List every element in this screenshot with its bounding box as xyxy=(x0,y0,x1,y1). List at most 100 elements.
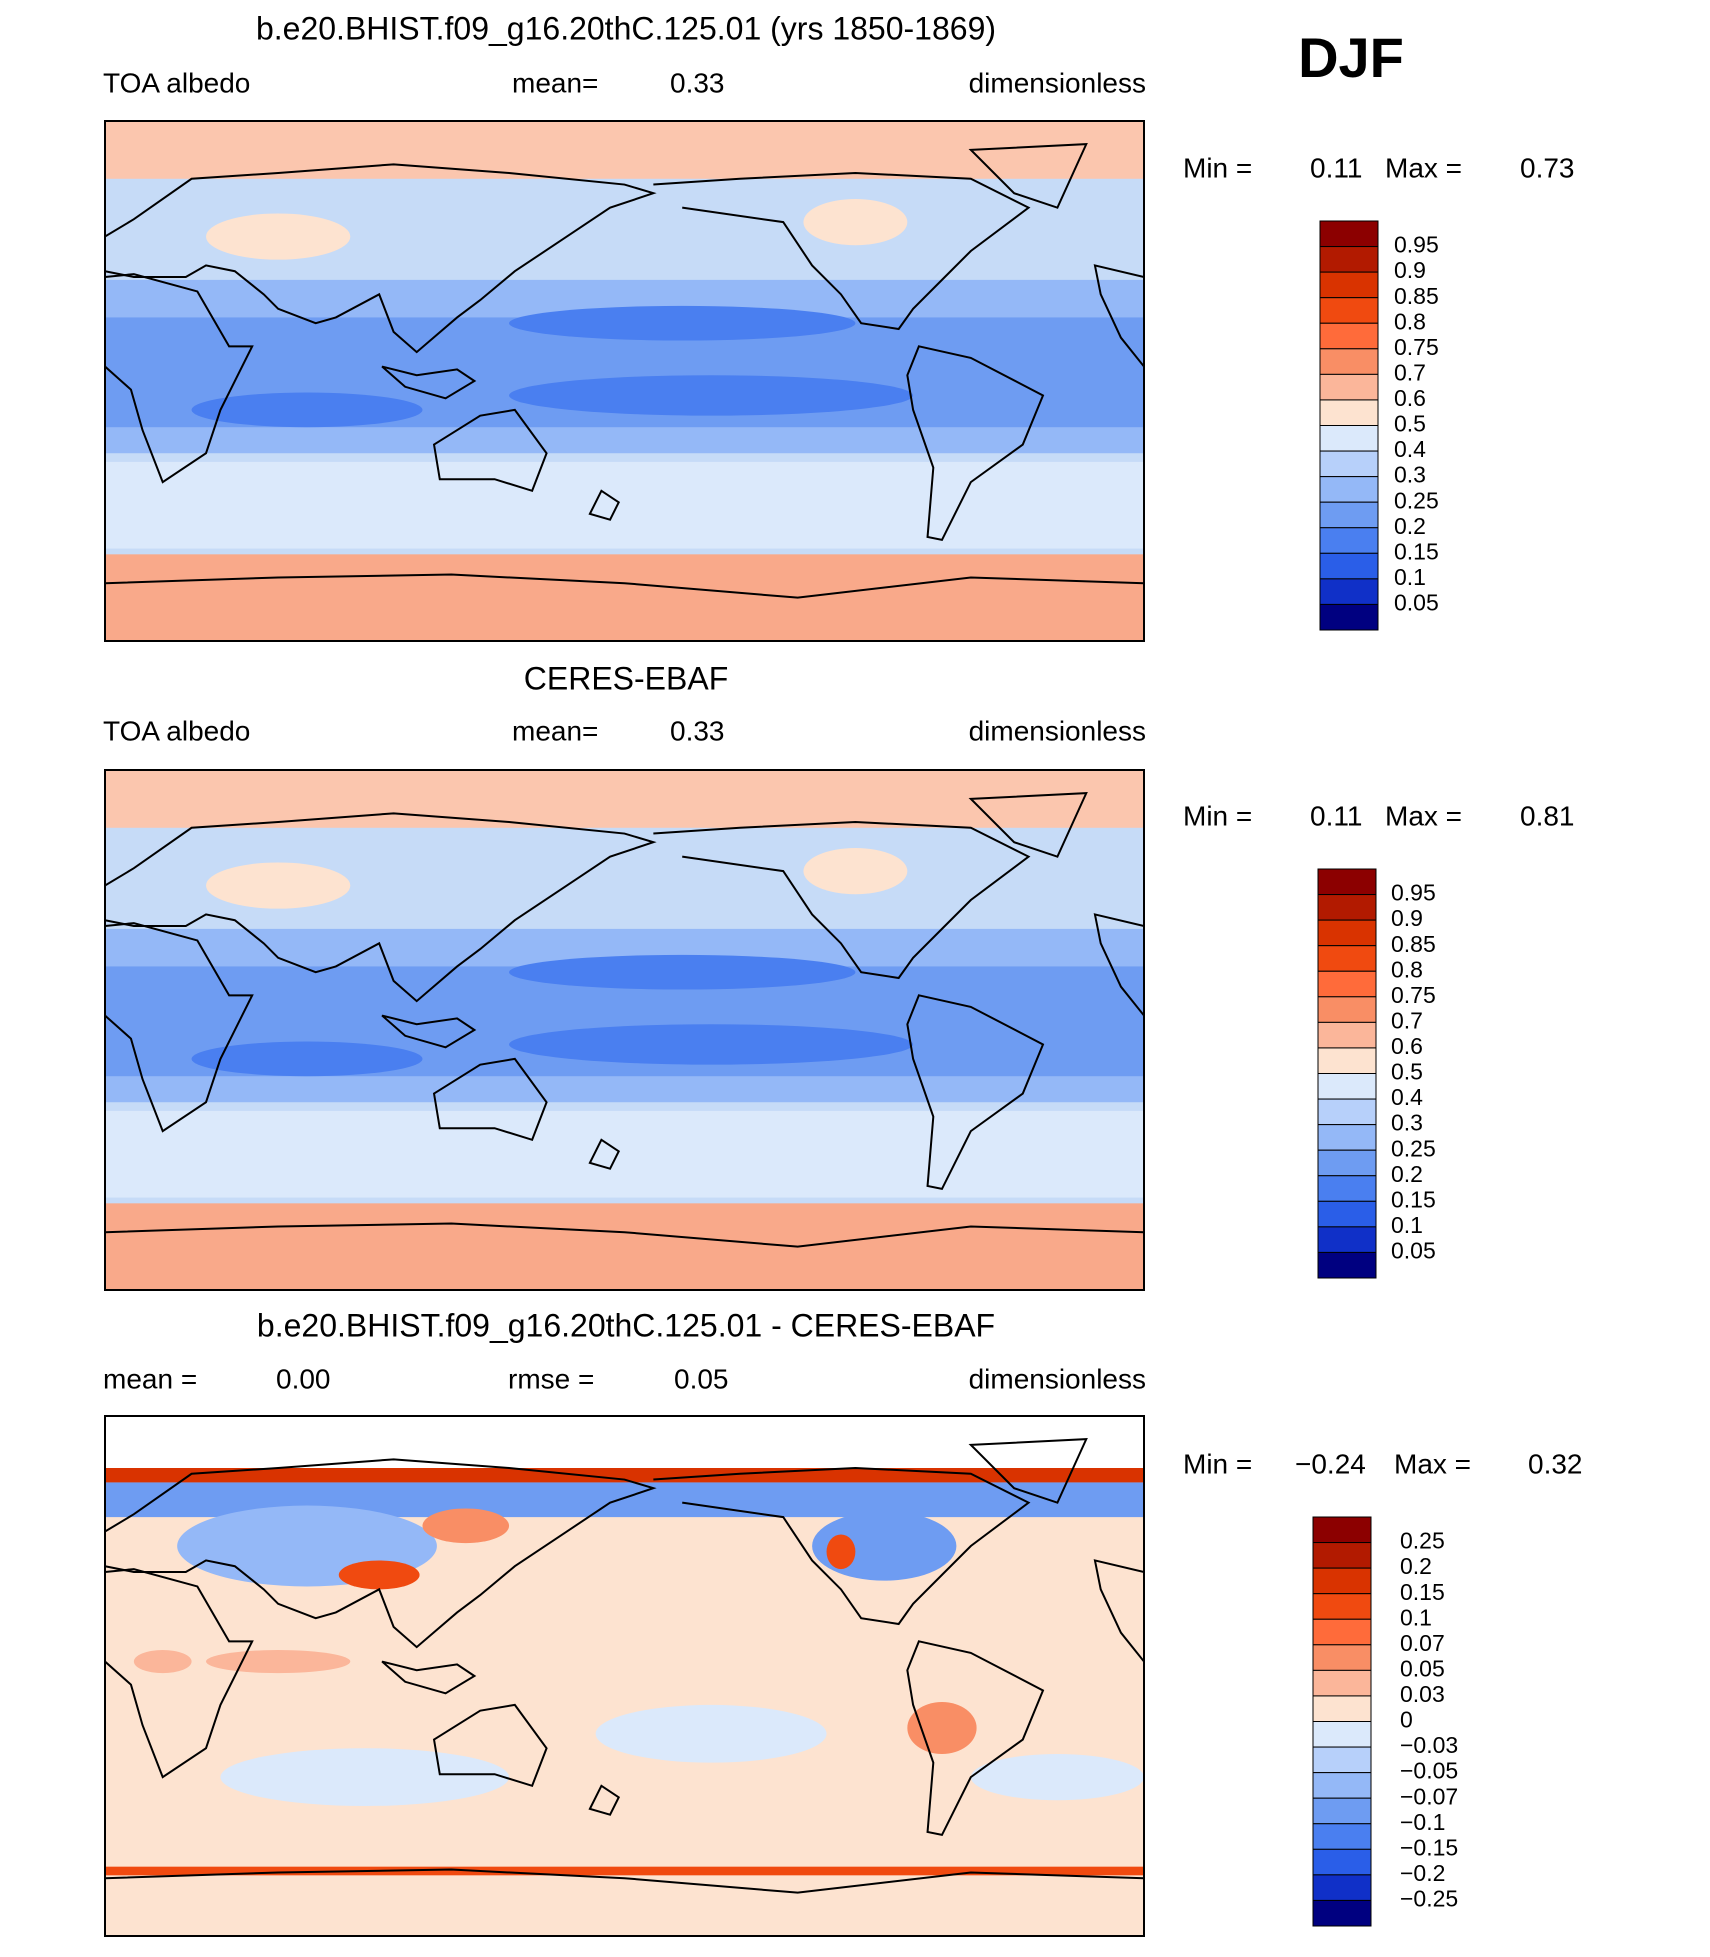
min: −0.24 xyxy=(1295,1448,1366,1479)
map xyxy=(105,121,1144,641)
colorbar-box xyxy=(1319,603,1379,631)
colorbar-box xyxy=(1319,450,1379,478)
min: 0.11 xyxy=(1310,800,1362,831)
colorbar-label: 0.95 xyxy=(1394,232,1439,258)
colorbar-label: 0.6 xyxy=(1391,1033,1423,1059)
mean: 0.33 xyxy=(670,67,725,98)
colorbar-label: −0.07 xyxy=(1400,1783,1458,1809)
colorbar-box xyxy=(1312,1542,1372,1569)
colorbar-label: 0.8 xyxy=(1394,308,1426,334)
colorbar-box xyxy=(1319,476,1379,503)
colorbar-label: 0.4 xyxy=(1391,1084,1423,1110)
colorbar-box xyxy=(1317,1251,1377,1279)
colorbar-box xyxy=(1317,1021,1377,1049)
colorbar-label: 0.7 xyxy=(1394,359,1426,385)
colorbar-label: 0.7 xyxy=(1391,1007,1423,1033)
max-label: Max = xyxy=(1394,1448,1471,1479)
colorbar-label: 0.3 xyxy=(1394,462,1426,488)
colorbar-box xyxy=(1317,919,1377,947)
colorbar-box xyxy=(1317,945,1377,972)
colorbar-box xyxy=(1312,1593,1372,1620)
colorbar-box xyxy=(1319,297,1379,324)
max: 0.73 xyxy=(1520,152,1575,183)
colorbar-label: 0.95 xyxy=(1391,880,1436,906)
colorbar-label: 0.9 xyxy=(1394,257,1426,283)
colorbar-box xyxy=(1312,1746,1372,1774)
colorbar-box xyxy=(1317,970,1377,998)
colorbar-box xyxy=(1319,373,1379,401)
colorbar-box xyxy=(1319,399,1379,426)
mean-label: mean = xyxy=(103,1363,197,1394)
panel-title: b.e20.BHIST.f09_g16.20thC.125.01 (yrs 18… xyxy=(256,10,996,46)
colorbar-box xyxy=(1317,1200,1377,1228)
map xyxy=(105,1416,1144,1936)
colorbar-label: 0.15 xyxy=(1391,1186,1436,1212)
colorbar-box xyxy=(1317,1175,1377,1202)
colorbar-box xyxy=(1312,1797,1372,1825)
colorbar-box xyxy=(1312,1848,1372,1876)
colorbar-box xyxy=(1319,271,1379,299)
colorbar-label: 0.15 xyxy=(1400,1579,1445,1605)
colorbar-box xyxy=(1319,527,1379,554)
colorbar-label: 0.03 xyxy=(1400,1681,1445,1707)
colorbar-box xyxy=(1317,868,1377,896)
colorbar-label: 0.1 xyxy=(1391,1212,1423,1238)
colorbar-box xyxy=(1319,425,1379,452)
variable: TOA albedo xyxy=(103,715,250,746)
colorbar-label: 0.1 xyxy=(1394,564,1426,590)
variable: TOA albedo xyxy=(103,67,250,98)
panel-title: b.e20.BHIST.f09_g16.20thC.125.01 - CERES… xyxy=(257,1307,995,1343)
rmse-label: rmse = xyxy=(508,1363,594,1394)
min: 0.11 xyxy=(1310,152,1362,183)
units: dimensionless xyxy=(969,715,1146,746)
colorbar-label: −0.1 xyxy=(1400,1809,1445,1835)
colorbar-label: 0.25 xyxy=(1394,487,1439,513)
colorbar-box xyxy=(1312,1823,1372,1850)
colorbar-box xyxy=(1312,1618,1372,1646)
colorbar-label: 0.5 xyxy=(1394,411,1426,437)
colorbar-box xyxy=(1312,1721,1372,1748)
colorbar-box xyxy=(1319,348,1379,375)
min-label: Min = xyxy=(1183,152,1252,183)
colorbar-label: 0.25 xyxy=(1400,1528,1445,1554)
mean: 0.33 xyxy=(670,715,725,746)
mean: 0.00 xyxy=(276,1363,331,1394)
colorbar-label: 0.05 xyxy=(1400,1655,1445,1681)
colorbar-box xyxy=(1312,1516,1372,1544)
colorbar-label: 0.1 xyxy=(1400,1604,1432,1630)
colorbar-label: 0.85 xyxy=(1394,283,1439,309)
rmse: 0.05 xyxy=(674,1363,729,1394)
colorbar-label: 0.2 xyxy=(1391,1161,1423,1187)
colorbar-box xyxy=(1312,1644,1372,1671)
colorbar-label: −0.2 xyxy=(1400,1860,1445,1886)
colorbar-label: 0.9 xyxy=(1391,905,1423,931)
panel-title: CERES-EBAF xyxy=(524,660,728,696)
colorbar-box xyxy=(1319,501,1379,529)
map-frame xyxy=(104,1415,1145,1937)
colorbar-box xyxy=(1317,1124,1377,1151)
colorbar-label: 0.8 xyxy=(1391,956,1423,982)
max-label: Max = xyxy=(1385,800,1462,831)
colorbar-label: 0.25 xyxy=(1391,1135,1436,1161)
colorbar-box xyxy=(1317,1073,1377,1100)
colorbar-label: 0.2 xyxy=(1394,513,1426,539)
colorbar-box xyxy=(1317,996,1377,1023)
colorbar-label: −0.25 xyxy=(1400,1886,1458,1912)
map-frame xyxy=(104,769,1145,1291)
colorbar-label: 0.75 xyxy=(1391,982,1436,1008)
colorbar-label: 0.6 xyxy=(1394,385,1426,411)
season: DJF xyxy=(1298,26,1404,89)
colorbar-box xyxy=(1312,1899,1372,1927)
min-label: Min = xyxy=(1183,800,1252,831)
mean-label: mean= xyxy=(512,715,598,746)
colorbar-label: 0.07 xyxy=(1400,1630,1445,1656)
colorbar-label: 0.05 xyxy=(1394,590,1439,616)
colorbar-label: 0.2 xyxy=(1400,1553,1432,1579)
colorbar-box xyxy=(1312,1567,1372,1595)
colorbar-label: 0 xyxy=(1400,1707,1413,1733)
colorbar-box xyxy=(1319,322,1379,350)
colorbar-box xyxy=(1319,220,1379,248)
colorbar-box xyxy=(1317,1226,1377,1253)
colorbar-box xyxy=(1319,552,1379,580)
